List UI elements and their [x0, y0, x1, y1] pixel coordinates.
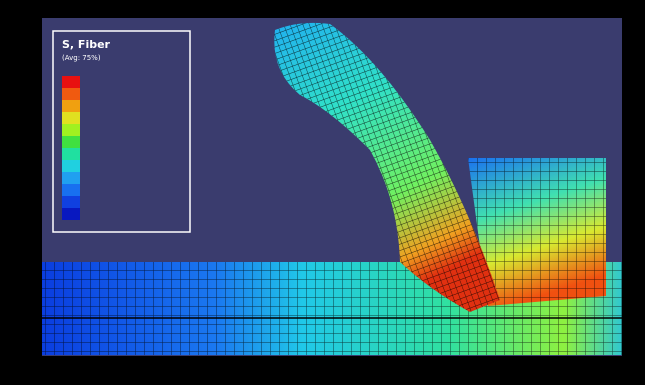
color-bar-segment: [62, 208, 80, 220]
color-bar-segment: [62, 184, 80, 196]
color-bar-segment: [62, 160, 80, 172]
color-bar-segment: [62, 88, 80, 100]
legend-subtitle: (Avg: 75%): [62, 54, 101, 62]
color-bar-segment: [62, 196, 80, 208]
color-bar-segment: [62, 112, 80, 124]
simulation-view: S, Fiber (Avg: 75%): [0, 0, 645, 385]
color-bar-segment: [62, 136, 80, 148]
color-bar: [62, 76, 80, 220]
color-bar-segment: [62, 100, 80, 112]
page: S, Fiber (Avg: 75%) (() => { const data …: [0, 0, 645, 385]
color-bar-segment: [62, 76, 80, 88]
legend-title: S, Fiber: [62, 38, 111, 51]
color-bar-segment: [62, 172, 80, 184]
color-bar-segment: [62, 124, 80, 136]
color-bar-segment: [62, 148, 80, 160]
